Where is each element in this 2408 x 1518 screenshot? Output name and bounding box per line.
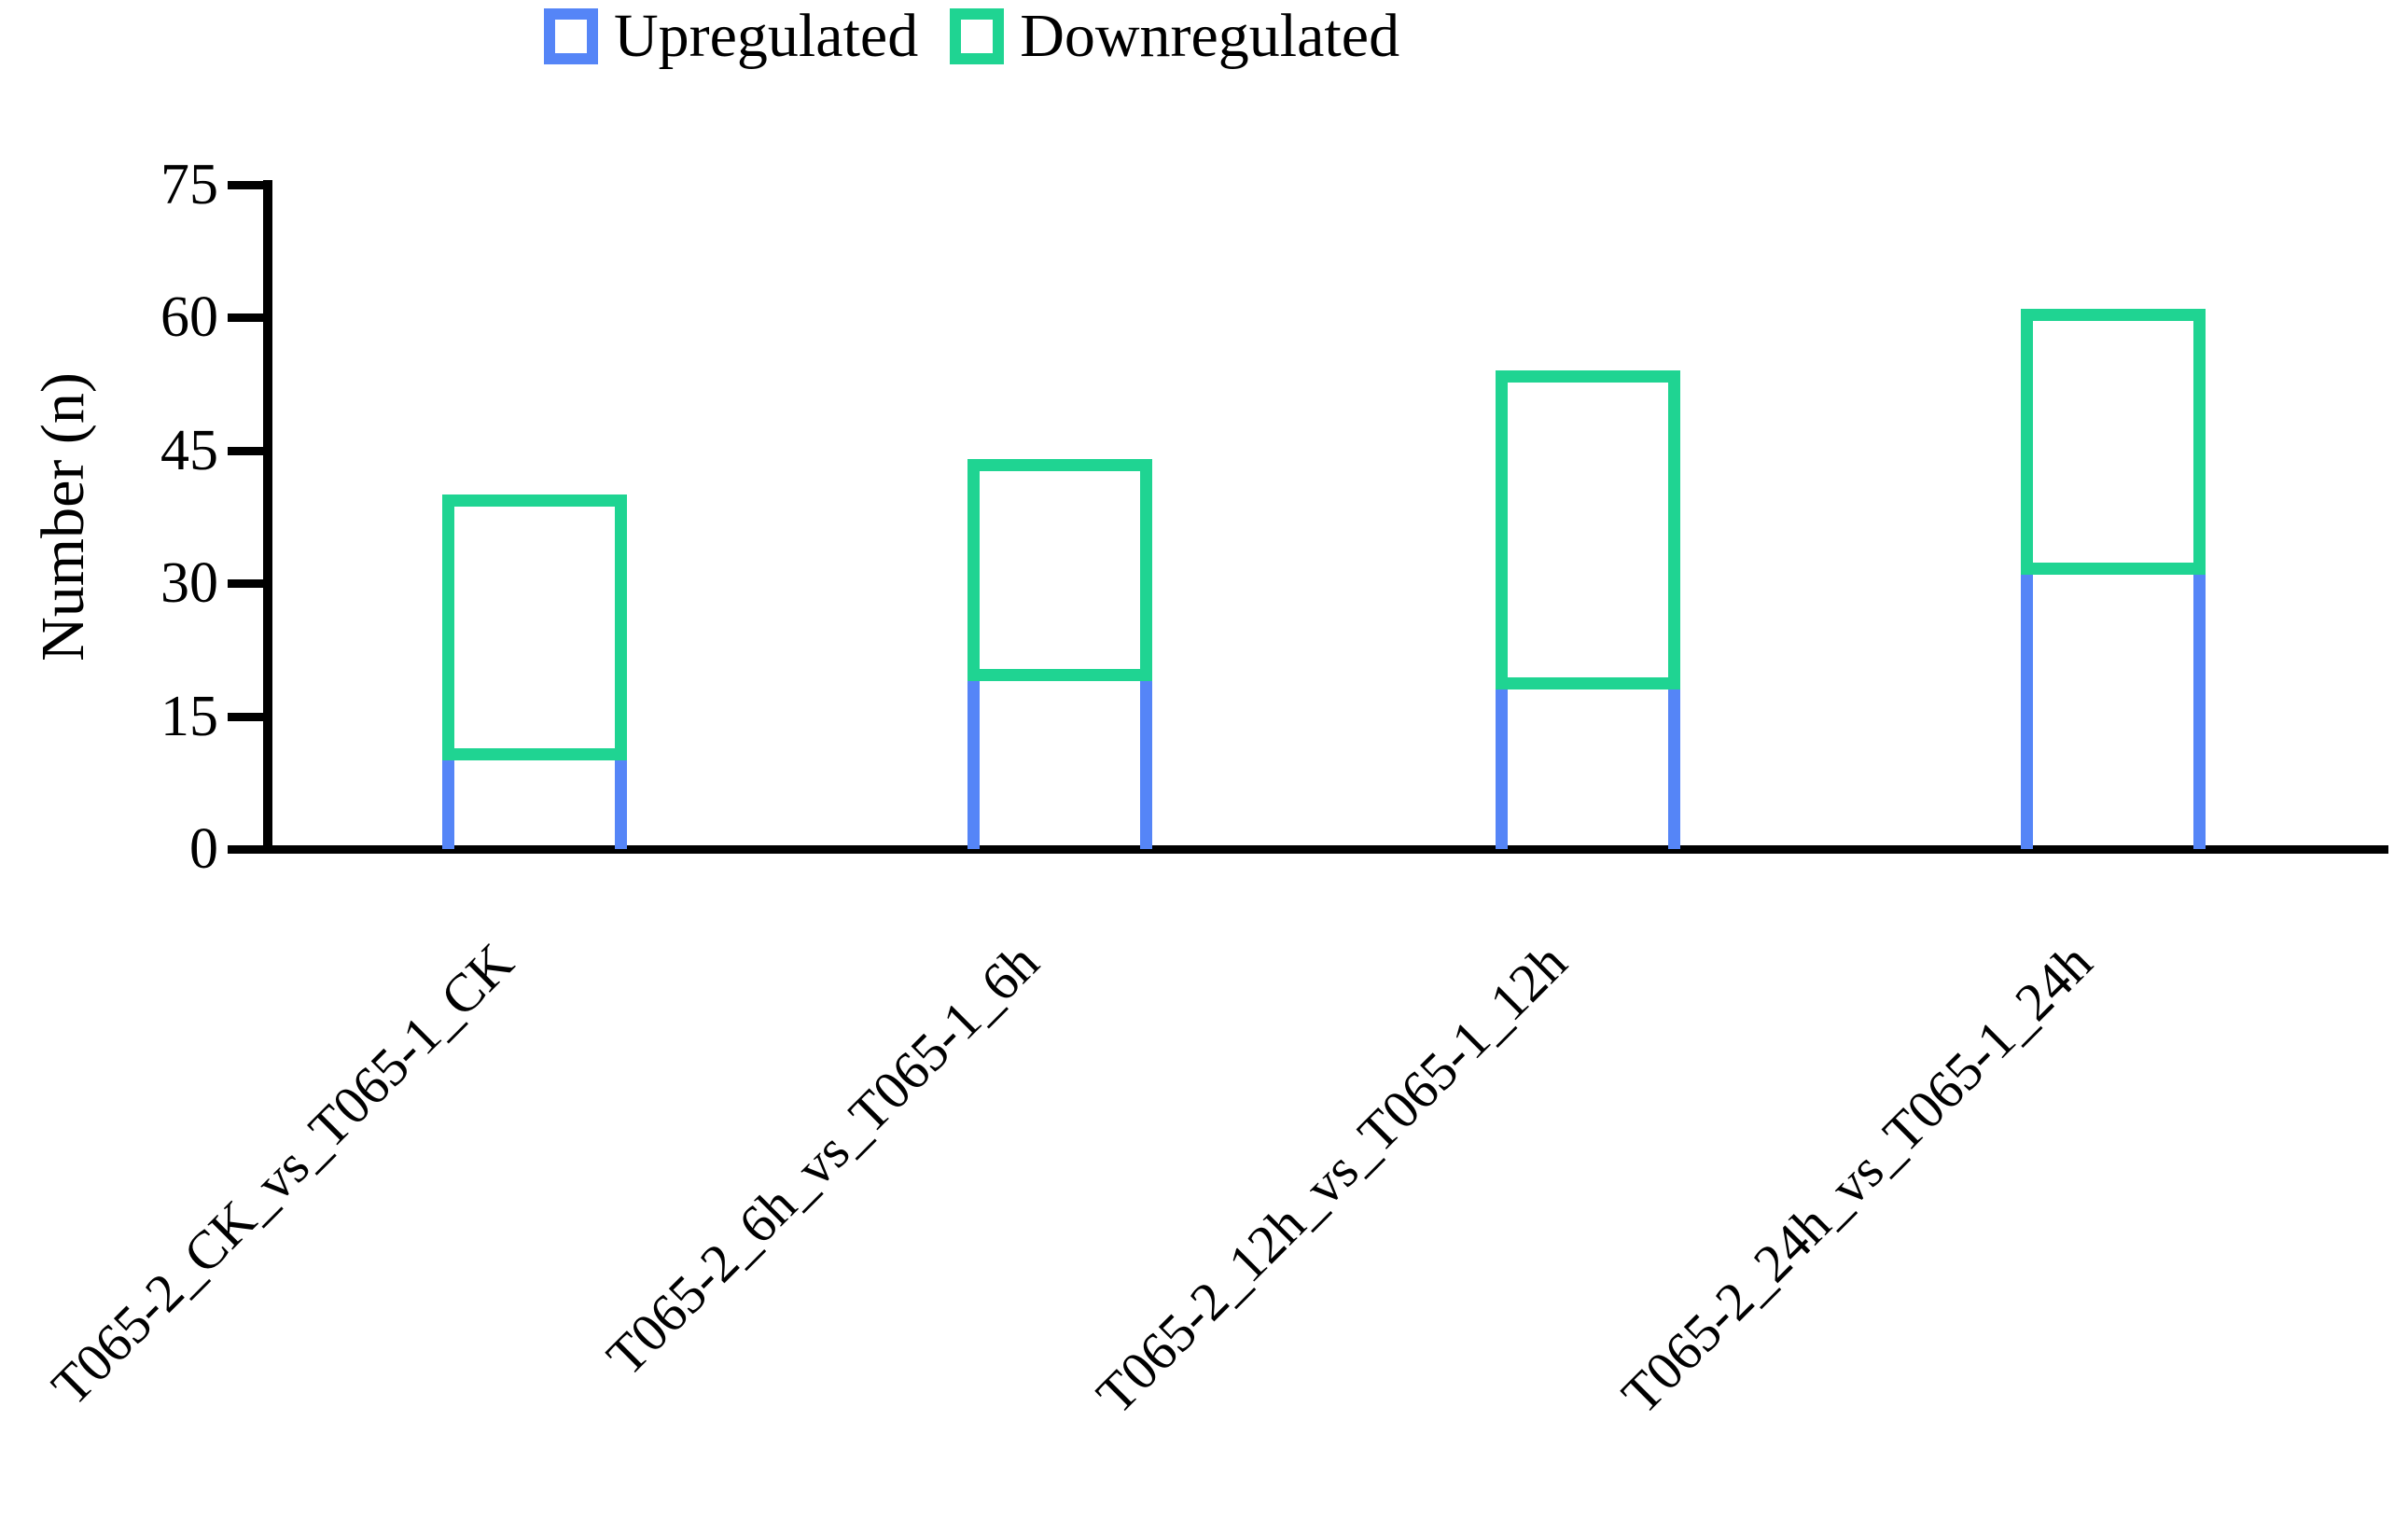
y-tick-label: 75 [160, 152, 218, 216]
bar-downregulated [2021, 308, 2206, 575]
legend: Upregulated Downregulated [544, 6, 1399, 67]
legend-item-downregulated: Downregulated [950, 6, 1399, 67]
bar-upregulated [442, 760, 627, 849]
bar-upregulated [2021, 574, 2206, 849]
y-tick-mark [228, 579, 272, 588]
y-tick-mark [228, 446, 272, 455]
legend-label-downregulated: Downregulated [1020, 2, 1400, 70]
y-tick-mark [228, 180, 272, 189]
x-category-label: T065-2_12h_vs_T065-1_12h [1084, 931, 1579, 1426]
y-tick-label: 15 [160, 684, 218, 748]
x-category-label: T065-2_CK_vs_T065-1_CK [39, 931, 525, 1417]
x-category-label: T065-2_24h_vs_T065-1_24h [1609, 931, 2104, 1426]
y-tick-mark [228, 313, 272, 322]
y-axis-line [263, 180, 272, 854]
y-tick-label: 45 [160, 418, 218, 482]
downregulated-swatch-icon [950, 8, 1005, 64]
y-tick-label: 30 [160, 551, 218, 615]
y-tick-label: 60 [160, 285, 218, 349]
y-tick-mark [228, 845, 272, 854]
bar-upregulated [967, 680, 1152, 849]
bar-downregulated [1496, 370, 1680, 689]
x-category-label: T065-2_6h_vs_T065-1_6h [594, 931, 1051, 1387]
bar-downregulated [442, 494, 627, 760]
bar-upregulated [1496, 689, 1680, 849]
legend-item-upregulated: Upregulated [544, 6, 918, 67]
y-tick-mark [228, 712, 272, 721]
upregulated-swatch-icon [544, 8, 598, 64]
y-tick-label: 0 [189, 817, 218, 881]
bar-downregulated [967, 459, 1152, 681]
x-axis-line [263, 845, 2388, 854]
legend-label-upregulated: Upregulated [614, 2, 919, 70]
